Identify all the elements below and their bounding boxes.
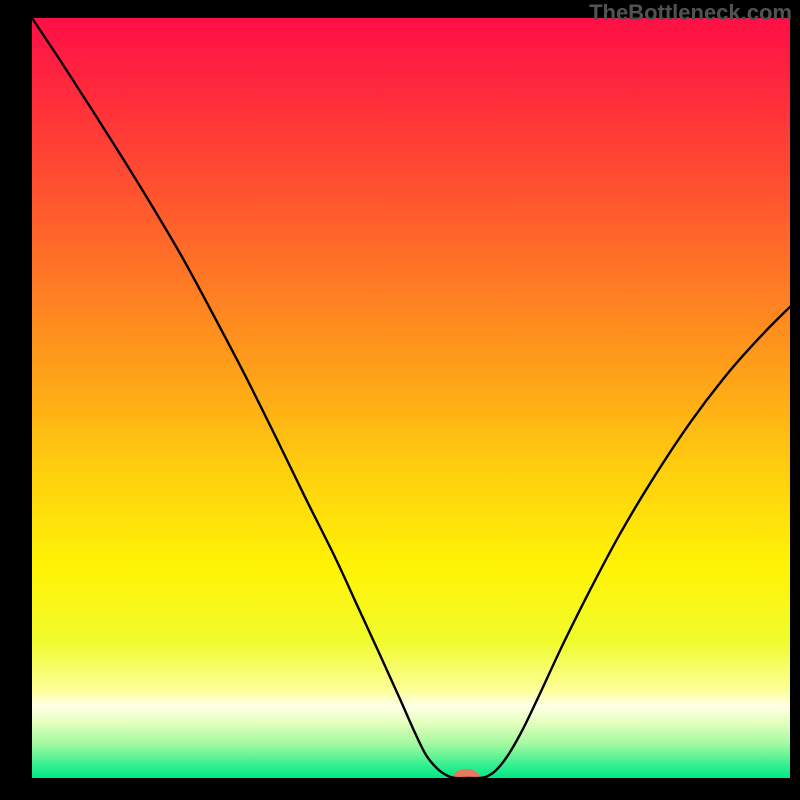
gradient-background — [32, 18, 790, 778]
bottleneck-chart — [32, 18, 790, 778]
plot-area — [32, 18, 790, 778]
chart-stage: TheBottleneck.com — [0, 0, 800, 800]
watermark-label: TheBottleneck.com — [589, 0, 792, 26]
